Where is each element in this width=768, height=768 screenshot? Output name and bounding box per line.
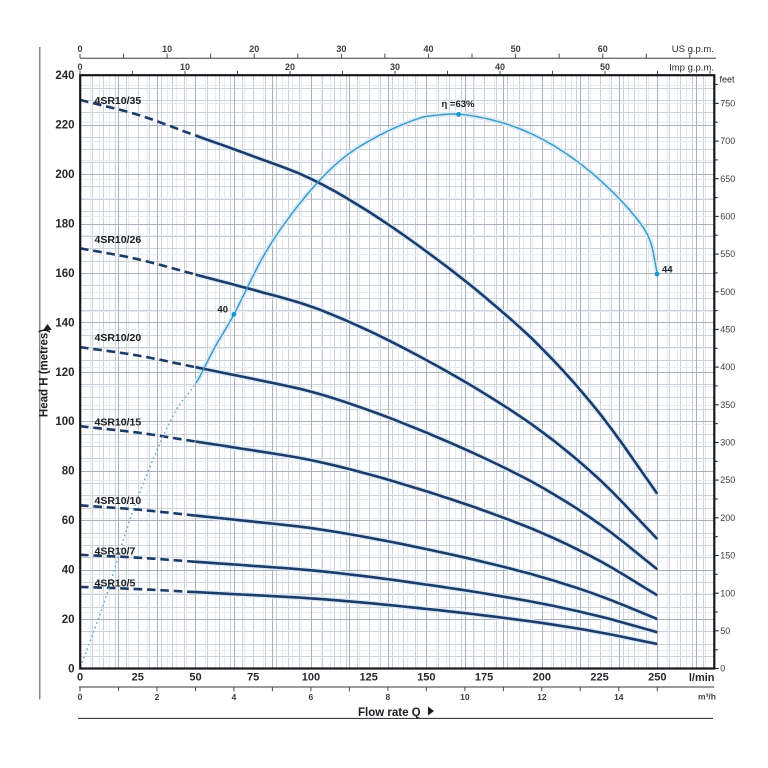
svg-text:50: 50 xyxy=(511,44,521,54)
svg-text:450: 450 xyxy=(720,325,735,335)
svg-text:60: 60 xyxy=(598,44,608,54)
svg-text:350: 350 xyxy=(720,400,735,410)
svg-text:Head H (metres): Head H (metres) xyxy=(39,329,51,417)
svg-text:6: 6 xyxy=(309,692,314,702)
svg-text:20: 20 xyxy=(285,62,295,72)
svg-text:10: 10 xyxy=(460,692,470,702)
svg-text:140: 140 xyxy=(55,317,74,329)
svg-text:225: 225 xyxy=(590,671,608,683)
svg-text:30: 30 xyxy=(336,44,346,54)
svg-text:200: 200 xyxy=(720,513,735,523)
svg-text:300: 300 xyxy=(720,438,735,448)
svg-text:40: 40 xyxy=(423,44,433,54)
svg-text:20: 20 xyxy=(62,614,75,626)
svg-text:η =63%: η =63% xyxy=(441,99,475,110)
svg-text:4SR10/5: 4SR10/5 xyxy=(95,578,136,590)
svg-text:240: 240 xyxy=(55,70,74,82)
svg-text:600: 600 xyxy=(720,212,735,222)
svg-text:30: 30 xyxy=(390,62,400,72)
svg-text:4SR10/7: 4SR10/7 xyxy=(95,546,136,558)
svg-text:US g.p.m.: US g.p.m. xyxy=(672,44,714,55)
svg-text:20: 20 xyxy=(249,44,259,54)
svg-text:4SR10/35: 4SR10/35 xyxy=(95,95,142,107)
svg-text:4: 4 xyxy=(232,692,237,702)
svg-text:4SR10/20: 4SR10/20 xyxy=(95,332,142,344)
svg-text:Imp g.p.m.: Imp g.p.m. xyxy=(669,62,714,73)
svg-text:250: 250 xyxy=(720,475,735,485)
svg-text:l/min: l/min xyxy=(689,672,715,684)
svg-text:50: 50 xyxy=(720,626,730,636)
svg-text:60: 60 xyxy=(62,515,75,527)
svg-text:550: 550 xyxy=(720,249,735,259)
svg-text:200: 200 xyxy=(55,169,74,181)
svg-text:2: 2 xyxy=(155,692,160,702)
svg-text:150: 150 xyxy=(720,551,735,561)
svg-text:0: 0 xyxy=(68,663,74,675)
svg-text:4SR10/10: 4SR10/10 xyxy=(95,495,142,507)
svg-text:Flow rate Q: Flow rate Q xyxy=(358,707,421,719)
svg-text:14: 14 xyxy=(614,692,624,702)
svg-text:700: 700 xyxy=(720,136,735,146)
svg-text:0: 0 xyxy=(720,664,725,674)
svg-text:175: 175 xyxy=(475,671,493,683)
svg-text:220: 220 xyxy=(55,120,74,132)
svg-text:m³/h: m³/h xyxy=(698,692,716,702)
svg-text:10: 10 xyxy=(162,44,172,54)
svg-text:125: 125 xyxy=(359,671,377,683)
svg-text:75: 75 xyxy=(247,671,259,683)
svg-text:80: 80 xyxy=(62,466,75,478)
svg-text:10: 10 xyxy=(180,62,190,72)
svg-text:250: 250 xyxy=(648,671,666,683)
svg-text:180: 180 xyxy=(55,218,74,230)
svg-text:120: 120 xyxy=(55,367,74,379)
svg-text:44: 44 xyxy=(662,265,673,276)
svg-text:500: 500 xyxy=(720,287,735,297)
svg-text:150: 150 xyxy=(417,671,435,683)
svg-text:8: 8 xyxy=(386,692,391,702)
svg-text:25: 25 xyxy=(132,671,144,683)
svg-text:4SR10/15: 4SR10/15 xyxy=(95,417,142,429)
svg-text:200: 200 xyxy=(533,671,551,683)
svg-text:100: 100 xyxy=(720,588,735,598)
svg-text:40: 40 xyxy=(495,62,505,72)
svg-text:4SR10/26: 4SR10/26 xyxy=(95,234,142,246)
svg-text:100: 100 xyxy=(55,416,74,428)
svg-text:750: 750 xyxy=(720,98,735,108)
svg-text:50: 50 xyxy=(600,62,610,72)
svg-text:400: 400 xyxy=(720,362,735,372)
svg-text:100: 100 xyxy=(302,671,320,683)
svg-text:50: 50 xyxy=(189,671,201,683)
svg-text:0: 0 xyxy=(78,692,83,702)
svg-text:0: 0 xyxy=(77,62,82,72)
svg-text:0: 0 xyxy=(77,44,82,54)
svg-text:12: 12 xyxy=(537,692,547,702)
svg-text:160: 160 xyxy=(55,268,74,280)
svg-text:650: 650 xyxy=(720,174,735,184)
svg-text:40: 40 xyxy=(217,305,228,316)
svg-text:40: 40 xyxy=(62,565,75,577)
svg-text:0: 0 xyxy=(77,671,83,683)
svg-text:feet: feet xyxy=(720,74,736,84)
